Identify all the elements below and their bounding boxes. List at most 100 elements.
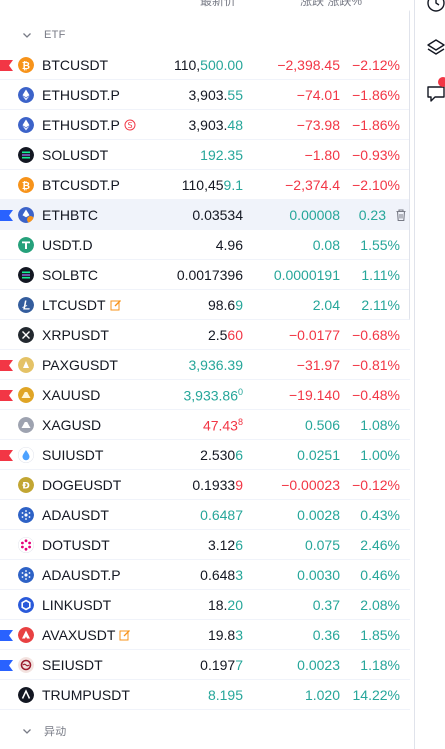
change-value: −1.80 [304,147,340,163]
blue-flag-icon[interactable] [0,629,13,642]
last-price-tick: 3,936.39 [188,357,244,373]
last-price-tick: 55 [227,87,243,103]
section-title: 异动 [44,726,67,738]
last-price-main: 19.8 [207,627,236,643]
list-item[interactable]: ETHUSDT.P S 3,903.48 −73.98 −1.86% [0,110,410,140]
last-price-tick: 48 [227,117,243,133]
xrp-icon [18,327,34,343]
list-item[interactable]: SEIUSDT 0.1977 0.0023 1.18% [0,650,410,680]
list-item[interactable]: DOTUSDT 3.126 0.075 2.46% [0,530,410,560]
change-value: −2,374.4 [285,177,340,193]
red-flag-icon[interactable] [0,59,13,72]
right-toolbar [415,0,445,749]
symbol-name: LTCUSDT [42,297,122,313]
last-price: 110,500.00 [174,57,243,73]
list-item[interactable]: TRUMPUSDT 8.195 1.020 14.22% [0,680,410,710]
btc-icon: ₿ [18,57,34,73]
change-value: 2.04 [312,297,340,313]
symbol-text: ADAUSDT.P [42,567,121,583]
list-item[interactable]: ETHUSDT.P 3,903.55 −74.01 −1.86% [0,80,410,110]
list-item[interactable]: PAXGUSDT 3,936.39 −31.97 −0.81% [0,350,410,380]
list-item[interactable]: AVAXUSDT 19.83 0.36 1.85% [0,620,410,650]
list-item[interactable]: ADAUSDT 0.6487 0.0028 0.43% [0,500,410,530]
list-item[interactable]: SOLUSDT 192.35 −1.80 −0.93% [0,140,410,170]
clock-icon[interactable] [425,0,445,14]
last-price-main: 18. [207,597,228,613]
change-value: −73.98 [296,117,340,133]
list-item[interactable]: LINKUSDT 18.20 0.37 2.08% [0,590,410,620]
last-column-header[interactable]: 最新价 [200,0,237,8]
change-value: 0.506 [304,417,340,433]
last-price: 47.438 [203,417,243,434]
symbol-text: ETHUSDT.P [42,117,120,133]
symbol-name: PAXGUSDT [42,357,118,373]
layers-icon[interactable] [425,37,445,59]
edit-icon[interactable] [119,629,131,641]
change-column-header[interactable]: 涨跌 涨跌% [300,0,363,8]
section-header-etf[interactable]: ETF [0,20,410,50]
red-flag-icon[interactable] [0,359,13,372]
change-percent: −0.93% [352,147,400,163]
last-price-tick: 192.35 [200,147,243,163]
symbol-name: SUIUSDT [42,447,103,463]
symbol-name: BTCUSDT [42,57,108,73]
btc-icon: ₿ [18,177,34,193]
list-item[interactable]: Ð DOGEUSDT 0.19339 −0.00023 −0.12% [0,470,410,500]
notification-badge [438,77,445,87]
symbol-name: XAUUSD [42,387,100,403]
sol-icon [18,267,34,283]
ltc-icon [18,297,34,313]
change-value: 0.0251 [297,447,340,463]
scrollbar[interactable] [409,10,410,320]
symbol-text: AVAXUSDT [42,627,116,643]
last-price-tick: 3,933.86 [183,387,238,404]
list-item[interactable]: ₿ BTCUSDT.P 110,459.1 −2,374.4 −2.10% [0,170,410,200]
last-price: 2.560 [208,327,243,343]
last-price: 2.5306 [200,447,243,463]
section-header-movers[interactable]: 异动 [0,716,410,746]
symbol-text: XAGUSD [42,417,102,433]
list-item[interactable]: XAUUSD 3,933.860 −19.140 −0.48% [0,380,410,410]
doge-icon: Ð [18,477,34,493]
change-value: 0.36 [312,627,340,643]
last-price-main: 98.6 [207,297,236,313]
change-value: −2,398.45 [277,57,340,73]
change-percent: −2.10% [352,177,400,193]
last-price-superscript: 8 [237,417,243,427]
change-percent: 1.55% [360,237,400,253]
list-item[interactable]: USDT.D 4.96 0.08 1.55% [0,230,410,260]
spread-icon[interactable]: S [124,119,136,131]
list-item[interactable]: XRPUSDT 2.560 −0.0177 −0.68% [0,320,410,350]
list-item[interactable]: XAGUSD 47.438 0.506 1.08% [0,410,410,440]
blue-flag-icon[interactable] [0,659,13,672]
last-price: 3,903.48 [188,117,243,133]
sui-icon [18,447,34,463]
red-flag-icon[interactable] [0,449,13,462]
last-price: 110,459.1 [182,177,243,193]
blue-flag-icon[interactable] [0,209,13,222]
list-item[interactable]: SUIUSDT 2.5306 0.0251 1.00% [0,440,410,470]
last-price-main: 3,903. [188,87,228,103]
symbol-name: SOLUSDT [42,147,108,163]
red-flag-icon[interactable] [0,389,13,402]
edit-icon[interactable] [110,299,122,311]
list-item[interactable]: ₿ BTCUSDT 110,500.00 −2,398.45 −2.12% [0,50,410,80]
symbol-text: XRPUSDT [42,327,109,343]
last-price-tick: 3 [235,567,243,583]
last-price-main: 2.5 [207,327,228,343]
list-item[interactable]: LTCUSDT 98.69 2.04 2.11% [0,290,410,320]
list-item[interactable]: SOLBTC 0.0017396 0.0000191 1.11% [0,260,410,290]
last-price: 4.96 [216,237,243,253]
chat-icon[interactable] [425,82,445,104]
last-price-tick: 9 [235,477,243,493]
chevron-down-icon [22,726,32,736]
change-value: −74.01 [296,87,340,103]
change-percent: 1.18% [360,657,400,673]
last-price: 8.195 [208,687,243,703]
symbol-name: BTCUSDT.P [42,177,120,193]
trash-icon[interactable] [394,208,408,222]
list-item[interactable]: ETHBTC 0.03534 0.00008 0.23 [0,200,410,230]
list-item[interactable]: ADAUSDT.P 0.6483 0.0030 0.46% [0,560,410,590]
symbol-text: LTCUSDT [42,297,106,313]
last-price-main: 0.0017396 [176,267,243,283]
